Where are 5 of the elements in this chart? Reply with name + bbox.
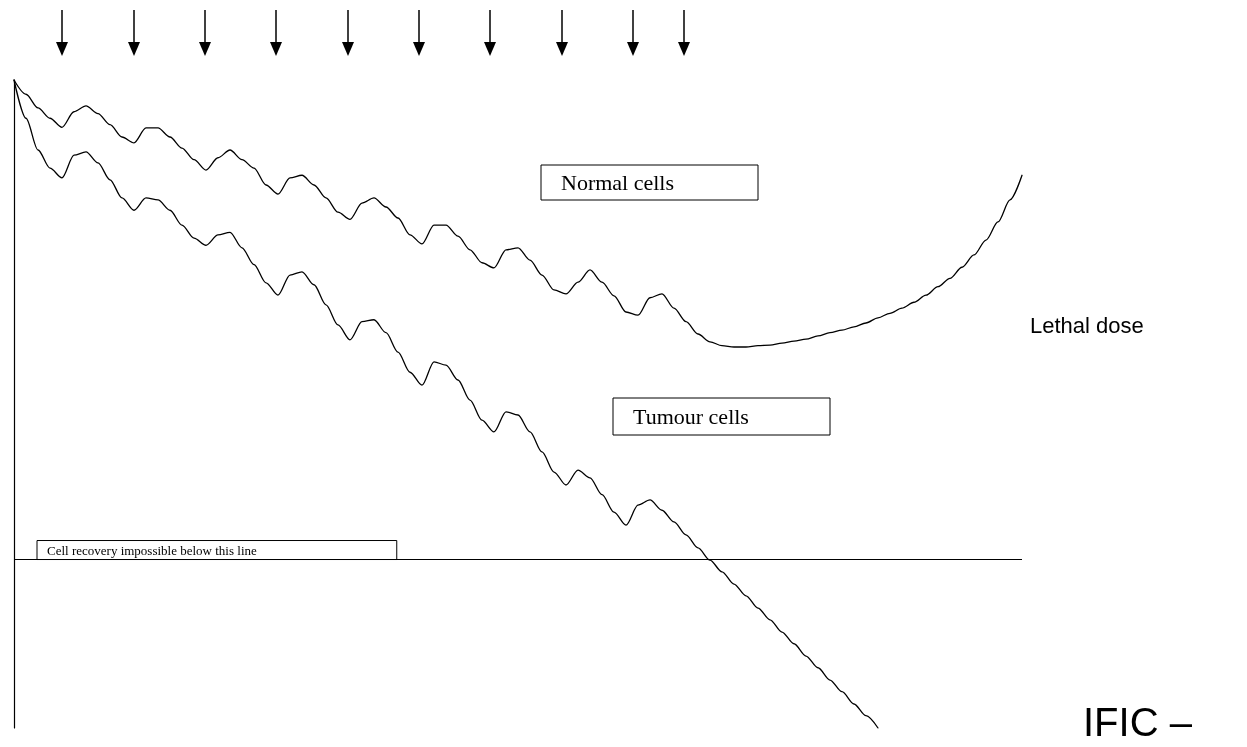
text: Tumour cells — [633, 404, 749, 429]
text: Lethal dose — [1030, 312, 1144, 338]
text: Normal cells — [561, 170, 675, 195]
text: IFIC – — [1083, 700, 1193, 744]
ref-line-label: Cell recovery impossible below this line — [47, 542, 257, 558]
